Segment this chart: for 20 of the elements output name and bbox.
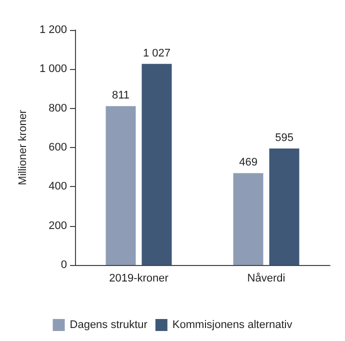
data-label: 1 027 — [142, 47, 171, 60]
y-tick-label: 200 — [48, 220, 67, 232]
data-label: 595 — [275, 132, 294, 144]
y-tick-label: 1 000 — [39, 63, 67, 76]
data-label: 469 — [239, 156, 258, 169]
y-tick-label: 400 — [48, 180, 67, 193]
legend-label: Kommisjonens alternativ — [172, 319, 293, 331]
y-tick-label: 0 — [60, 259, 67, 271]
y-axis-title: Millioner kroner — [17, 110, 30, 186]
y-tick-label: 800 — [48, 102, 67, 114]
x-tick-label: 2019-kroner — [109, 272, 169, 284]
y-tick-label: 600 — [48, 142, 67, 154]
data-label: 811 — [112, 90, 130, 102]
bar — [269, 148, 300, 265]
bar — [233, 173, 264, 265]
y-tick-label: 1 200 — [39, 24, 67, 36]
bar — [106, 106, 136, 265]
legend-label: Dagens struktur — [70, 319, 148, 331]
x-tick-label: Nåverdi — [247, 272, 286, 284]
bar — [142, 64, 172, 265]
